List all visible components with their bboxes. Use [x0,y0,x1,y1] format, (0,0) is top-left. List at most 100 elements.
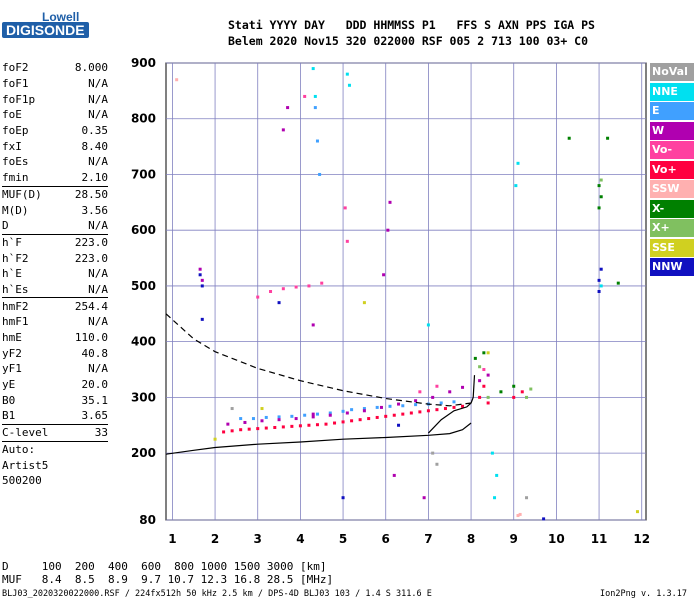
data-point-e [388,404,392,408]
plot-frame [165,62,647,521]
param-value: 223.0 [74,235,108,249]
data-point-e [239,417,243,421]
x-tick-label: 11 [591,532,608,546]
data-point-vo- [418,390,422,394]
data-point-w [382,273,386,277]
data-point-vo- [256,427,260,431]
data-point-vo- [478,395,482,399]
x-tick-label: 3 [254,532,262,546]
data-point-w [414,399,418,403]
data-point-x- [486,395,490,399]
data-point-w [431,395,435,399]
param-row: yF2 40.8 [2,345,108,361]
data-point-vo- [298,424,302,428]
data-point-vo- [443,407,447,411]
param-name: B0 [2,393,16,407]
data-point-w [397,402,401,406]
data-point-nne [495,473,499,477]
data-point-vo- [320,281,324,285]
param-row: foF1p N/A [2,91,108,107]
data-point-vo- [303,94,307,98]
param-row: hmF2 254.4 [2,298,108,314]
data-point-nne [599,284,603,288]
param-value: N/A [88,362,108,376]
data-point-x- [597,184,601,188]
data-point-nne [493,496,497,500]
data-point-e [341,409,345,413]
param-value: 110.0 [74,331,108,345]
param-separator [2,440,108,442]
data-point-vo- [486,401,490,405]
param-value: N/A [88,219,108,233]
legend-item-ssw: SSW [650,180,694,198]
data-point-sse [635,510,639,514]
y-tick-label: 80 [139,513,156,527]
x-tick-label: 8 [467,532,475,546]
param-name: Auto: [2,442,36,456]
data-point-vo- [384,414,388,418]
x-tick-label: 1 [168,532,176,546]
data-point-x- [512,384,516,388]
param-value: N/A [88,77,108,91]
data-point-nnw [597,278,601,282]
data-point-e [318,172,322,176]
param-value: 3.56 [81,203,109,217]
data-point-e [328,411,332,415]
data-point-vo- [294,285,298,289]
data-point-vo- [315,423,319,427]
param-row: hmF1 N/A [2,314,108,330]
data-point-w [461,385,465,389]
data-point-w [294,417,298,421]
data-point-w [379,405,383,409]
param-value: 40.8 [81,346,109,360]
data-point-vo- [409,411,413,415]
param-name: foF1p [2,92,36,106]
x-tick-label: 4 [296,532,304,546]
param-row: fmin 2.10 [2,170,108,186]
ionogram-chart: 1 2 3 4 5 6 7 8 9 10 11 128020030040050060070080090… [131,56,650,546]
param-value: 33 [94,426,108,440]
param-name: h`Es [2,282,29,296]
data-point-e [277,415,281,419]
data-point-sse [362,301,366,305]
data-point-vo- [482,384,486,388]
logo-company: Lowell [42,10,80,24]
data-point-x- [599,178,603,182]
logo-product: DIGISONDE [2,22,89,38]
param-value: 2.10 [81,171,109,185]
data-point-vo- [230,429,234,433]
param-row: MUF(D) 28.50 [2,187,108,203]
data-point-vo- [290,424,294,428]
x-tick-label: 5 [339,532,347,546]
data-point-noval [431,451,435,455]
legend-item-nne: NNE [650,82,694,101]
header-line2: Belem 2020 Nov15 320 022000 RSF 005 2 71… [228,34,589,48]
data-point-sse [260,407,264,411]
data-point-x- [525,395,529,399]
data-point-vo- [345,239,349,243]
data-point-vo- [435,384,439,388]
data-point-w [200,278,204,282]
param-row: foEp 0.35 [2,123,108,139]
data-point-vo- [281,287,285,291]
data-point-w [260,419,264,423]
data-point-vo- [273,425,277,429]
y-tick-label: 800 [131,112,156,126]
param-row: fxI 8.40 [2,138,108,154]
data-point-w [311,412,315,416]
param-name: fmin [2,171,29,185]
data-point-ssw [175,78,179,82]
data-point-vo- [222,430,226,434]
param-value: N/A [88,155,108,169]
param-value: 35.1 [81,393,109,407]
data-point-x- [499,390,503,394]
data-point-w [486,373,490,377]
param-row: h`E N/A [2,266,108,282]
data-point-x- [599,195,603,199]
data-point-vo- [343,206,347,210]
data-point-e [414,403,418,407]
header-line1: Stati YYYY DAY DDD HHMMSS P1 FFS S AXN P… [228,18,595,32]
param-row: foEs N/A [2,154,108,170]
data-point-vo- [333,421,337,425]
param-name: fxI [2,139,22,153]
